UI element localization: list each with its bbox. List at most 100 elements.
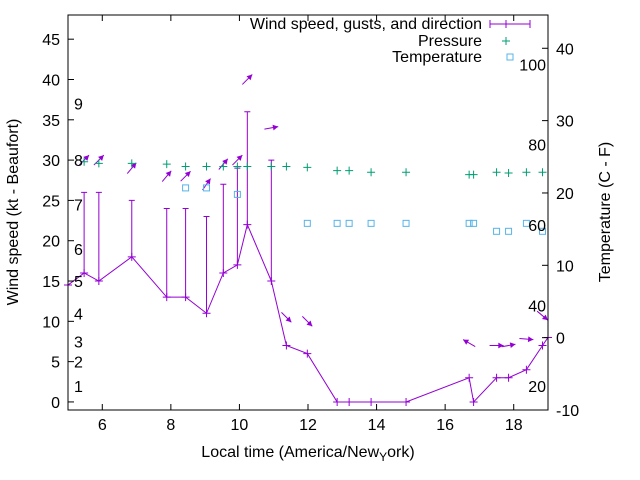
wind-gust-bar <box>182 207 189 298</box>
y2-tick-label: 20 <box>556 186 574 203</box>
wind-direction-arrow <box>126 162 137 174</box>
beaufort-label: 9 <box>74 97 83 114</box>
arrow-head <box>527 336 534 343</box>
y-tick-label: 35 <box>42 113 60 130</box>
wind-speed-point <box>402 397 411 406</box>
y-tick-label: 15 <box>42 274 60 291</box>
wind-direction-arrow <box>489 342 504 349</box>
wind-speed-point <box>538 341 547 350</box>
temperature-point <box>303 219 311 227</box>
y-tick-label: 45 <box>42 32 60 49</box>
arrow-head <box>98 155 104 161</box>
temperature-point <box>203 184 211 192</box>
arrow-head <box>222 158 228 165</box>
wind-speed-point <box>303 349 312 358</box>
temperature-point <box>402 219 410 227</box>
wind-speed-point <box>333 397 342 406</box>
wind-direction-arrow <box>501 342 516 349</box>
pressure-point <box>282 162 291 171</box>
wind-gust-bar <box>268 159 275 282</box>
wind-gust-bar <box>95 191 102 282</box>
x-tick-label: 8 <box>166 417 175 434</box>
arrow-head <box>165 170 172 177</box>
arrow-head <box>236 155 243 161</box>
wind-speed-point <box>465 373 474 382</box>
wind-direction-arrow <box>264 124 279 131</box>
pressure-point <box>267 162 276 171</box>
x-tick-label: 10 <box>231 417 249 434</box>
y2-tick-label: 10 <box>556 258 574 275</box>
pressure-point <box>303 163 312 172</box>
wind-speed-point <box>522 365 531 374</box>
beaufort-label: 2 <box>74 355 83 372</box>
wind-direction-arrow <box>242 74 253 85</box>
arrow-head <box>184 171 191 178</box>
wind-gust-bar <box>81 191 88 273</box>
wind-direction-arrow <box>462 339 476 348</box>
arrow-head <box>285 316 292 323</box>
pressure-point <box>162 160 171 169</box>
x-tick-label: 6 <box>98 417 107 434</box>
arrow-head <box>205 178 211 185</box>
beaufort-label: 1 <box>74 379 83 396</box>
temperature-point <box>505 227 513 235</box>
x-tick-label: 16 <box>436 417 454 434</box>
x-axis-label: Local time (America/NewYork) <box>201 444 414 464</box>
wind-gust-bar <box>128 199 135 257</box>
pressure-point <box>181 162 190 171</box>
beaufort-label: 8 <box>74 153 83 170</box>
pressure-point <box>345 166 354 175</box>
y-tick-label: 10 <box>42 314 60 331</box>
wind-direction-arrow <box>232 154 243 166</box>
arrow-head <box>83 155 90 161</box>
x-tick-label: 12 <box>299 417 317 434</box>
y-tick-label: 20 <box>42 234 60 251</box>
arrow-head <box>272 124 279 131</box>
pressure-point <box>127 159 136 168</box>
wind-speed-point <box>504 373 513 382</box>
y2-tick-label: 40 <box>556 41 574 58</box>
y2-tick-label: 0 <box>556 331 565 348</box>
beaufort-label: 6 <box>74 242 83 259</box>
temperature-point <box>182 184 190 192</box>
fahrenheit-label: 60 <box>528 218 546 235</box>
fahrenheit-label: 40 <box>528 299 546 316</box>
legend-sample-temperature <box>506 53 514 61</box>
wind-gust-bar <box>163 207 170 298</box>
legend-sample-wind-ticks <box>489 20 531 28</box>
x-tick-label: 14 <box>368 417 386 434</box>
arrow-head <box>463 339 470 345</box>
temperature-point <box>539 227 547 235</box>
pressure-point <box>80 157 89 166</box>
temperature-point <box>493 227 501 235</box>
fahrenheit-label: 20 <box>528 379 546 396</box>
beaufort-label: 5 <box>74 274 83 291</box>
temperature-point <box>522 219 530 227</box>
pressure-point <box>402 168 411 177</box>
y2-tick-label: -10 <box>556 403 579 420</box>
arrow-head <box>498 342 504 349</box>
wind-direction-arrow <box>519 336 534 343</box>
legend: Wind speed, gusts, and direction Pressur… <box>250 16 531 66</box>
x-tick-label: 18 <box>505 417 523 434</box>
beaufort-label: 3 <box>74 334 83 351</box>
wind-speed-point <box>282 341 291 350</box>
pressure-point <box>492 168 501 177</box>
temperature-point <box>470 219 478 227</box>
temperature-point <box>465 219 473 227</box>
pressure-point <box>333 166 342 175</box>
legend-label-pressure: Pressure <box>418 33 482 50</box>
arrow-head <box>541 314 548 321</box>
wind-speed-line <box>67 223 549 403</box>
pressure-point <box>233 162 242 171</box>
legend-label-wind: Wind speed, gusts, and direction <box>250 16 482 33</box>
wind-gust-bar <box>220 183 227 273</box>
y-axis-label: Wind speed (kt - Beaufort) <box>5 119 22 306</box>
beaufort-label: 4 <box>74 306 83 323</box>
y-tick-label: 30 <box>42 153 60 170</box>
fahrenheit-label: 80 <box>528 138 546 155</box>
pressure-point <box>243 162 252 171</box>
y-tick-label: 5 <box>51 355 60 372</box>
fahrenheit-label: 100 <box>519 57 546 74</box>
wind-speed-point <box>345 397 354 406</box>
